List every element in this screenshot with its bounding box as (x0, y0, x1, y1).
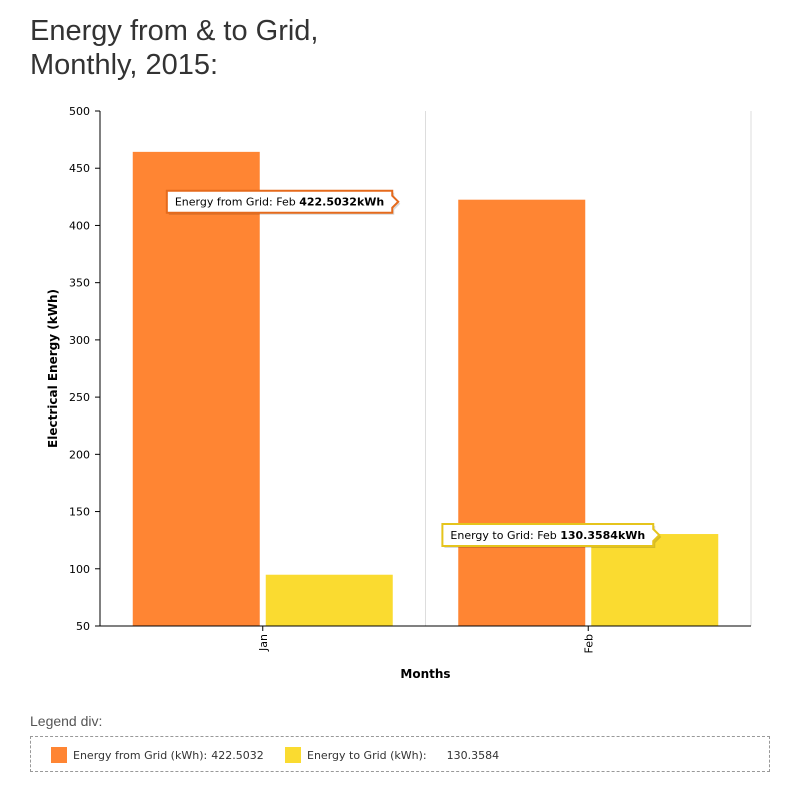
legend-value-energy-from-grid: 422.5032 (211, 748, 264, 762)
y-tick-label: 100 (69, 563, 90, 576)
bar-chart: 50 100 150 200 250 300 350 400 450 500 Jan Feb Month… (46, 105, 752, 681)
tooltip-box (441, 523, 661, 548)
y-tick-label: 450 (69, 162, 90, 175)
legend-heading: Legend div: (30, 713, 103, 729)
y-axis-label: Electrical Energy (kWh) (46, 289, 60, 448)
tooltip-label: Energy from Grid: Feb (175, 196, 299, 209)
y-tick-label: 50 (76, 620, 90, 633)
bar-energy-from-grid-feb (458, 199, 586, 626)
y-tick-label: 500 (69, 105, 90, 118)
bar-energy-to-grid-jan (265, 574, 393, 626)
tooltip-energy-to-grid: Energy to Grid: Feb 130.3584kWh (441, 523, 662, 549)
bar-energy-to-grid-feb (591, 534, 719, 626)
tooltip-label: Energy to Grid: Feb (450, 529, 560, 542)
tooltip-box (165, 189, 400, 214)
y-tick-label: 150 (69, 506, 90, 519)
tooltip-text: Energy from Grid: Feb 422.5032kWh (175, 196, 384, 209)
y-tick-label: 300 (69, 334, 90, 347)
tooltip-value: 130.3584kWh (560, 529, 645, 542)
chart-title-line-2: Monthly, 2015: (30, 49, 219, 81)
y-tick-label: 200 (69, 448, 90, 461)
y-tick-label: 400 (69, 219, 90, 232)
tooltip-value: 422.5032kWh (299, 196, 384, 209)
x-tick-label: Jan (257, 634, 270, 652)
y-tick-label: 350 (69, 277, 90, 290)
x-tick-label: Feb (582, 634, 595, 653)
chart-title-line-1: Energy from & to Grid, (30, 15, 319, 47)
tooltip-energy-from-grid: Energy from Grid: Feb 422.5032kWh (165, 189, 401, 215)
legend-value-energy-to-grid: 130.3584 (446, 748, 500, 762)
x-axis-label: Months (400, 667, 450, 681)
legend-item-energy-from-grid: Energy from Grid (kWh): 422.5032 (51, 747, 264, 763)
legend-swatch-energy-from-grid (51, 747, 67, 763)
bar-energy-from-grid-jan (132, 151, 260, 626)
y-tick-label: 250 (69, 391, 90, 404)
tooltip-text: Energy to Grid: Feb 130.3584kWh (450, 529, 645, 542)
legend: Energy from Grid (kWh): 422.5032 Energy … (30, 736, 770, 772)
chart-title: Energy from & to Grid, Monthly, 2015: (30, 14, 319, 82)
legend-label-energy-from-grid: Energy from Grid (kWh): (73, 748, 208, 762)
legend-swatch-energy-to-grid (285, 747, 301, 763)
legend-item-energy-to-grid: Energy to Grid (kWh): 130.3584 (285, 747, 499, 763)
legend-label-energy-to-grid: Energy to Grid (kWh): (307, 748, 427, 762)
